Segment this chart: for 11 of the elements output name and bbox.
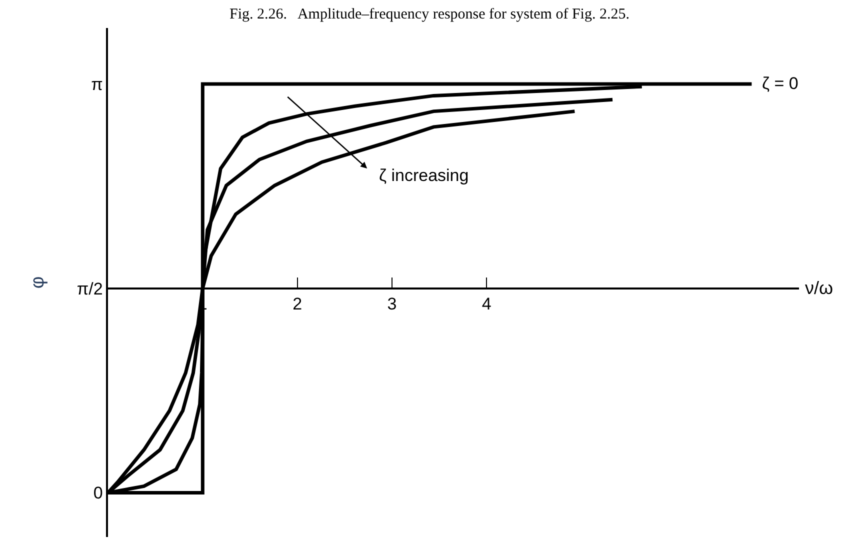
y-tick-label: π	[91, 74, 103, 94]
y-axis-title: φ	[27, 276, 48, 289]
y-tick-label: π/2	[76, 279, 103, 298]
x-axis-title: ν/ω	[805, 278, 834, 298]
series-label: ζ = 0	[762, 74, 798, 93]
x-tick-label: 4	[482, 294, 492, 314]
annotation: ζ increasing	[379, 166, 469, 185]
x-tick-label: 2	[292, 294, 302, 314]
y-tick-label: 0	[93, 484, 103, 503]
chart-title: Fig. 2.26. Amplitude–frequency response for system of Fig. 2.25.	[230, 6, 630, 23]
x-tick-label: 3	[387, 294, 397, 314]
